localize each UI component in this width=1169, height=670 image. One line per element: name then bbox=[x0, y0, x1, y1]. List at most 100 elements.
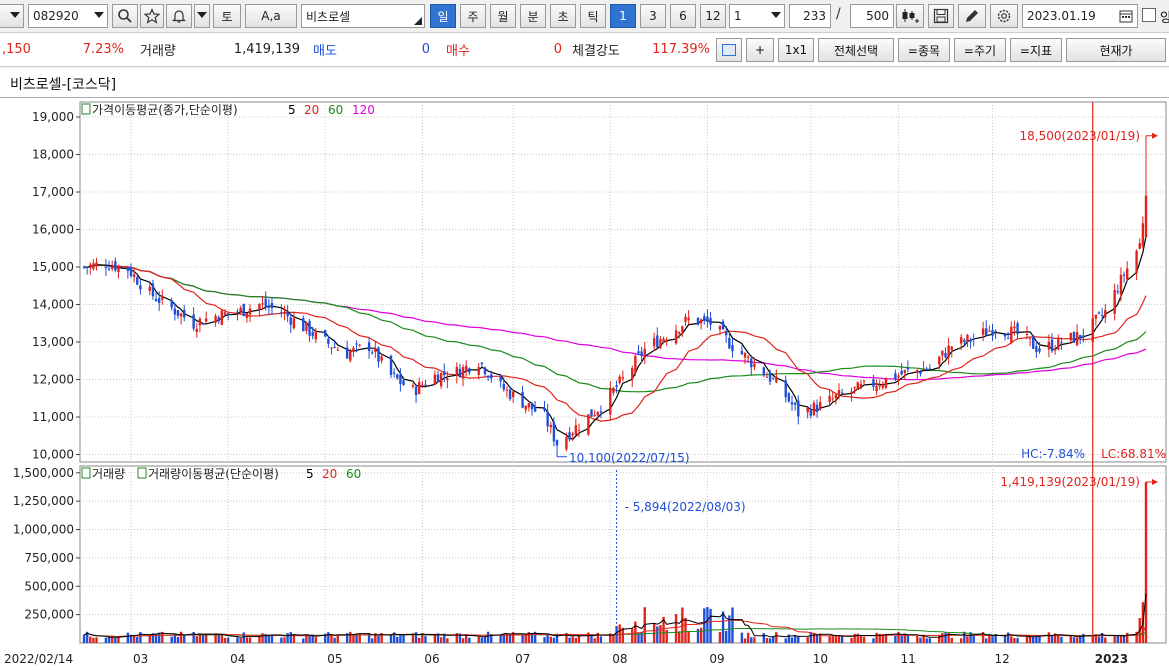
down-candle bbox=[1072, 332, 1076, 343]
volume-bar bbox=[549, 636, 552, 643]
down-candle bbox=[1100, 314, 1104, 316]
candles bbox=[82, 135, 1148, 452]
volume-bar bbox=[731, 607, 734, 643]
down-candle bbox=[925, 368, 928, 370]
drawing-tool-button[interactable] bbox=[958, 4, 986, 28]
up-candle bbox=[631, 368, 634, 380]
ma-period-label: 5 bbox=[288, 103, 296, 117]
up-candle bbox=[643, 348, 646, 358]
settings-button[interactable] bbox=[990, 4, 1018, 28]
up-candle bbox=[881, 384, 885, 388]
down-candle bbox=[483, 367, 487, 375]
volume-bar bbox=[599, 636, 603, 643]
up-candle bbox=[853, 386, 856, 388]
volume-bar bbox=[809, 632, 812, 643]
legend-box-icon bbox=[137, 467, 147, 479]
zoom-in-button[interactable]: + bbox=[746, 38, 774, 62]
alert-dropdown-button[interactable] bbox=[194, 4, 210, 28]
volume-bar bbox=[464, 634, 468, 643]
up-candle bbox=[609, 388, 612, 415]
stock-name-field[interactable]: 비츠로셀 bbox=[301, 4, 425, 28]
option-checkbox[interactable] bbox=[1142, 8, 1156, 22]
one-by-one-button[interactable]: 1x1 bbox=[778, 38, 814, 62]
volume-bar bbox=[928, 638, 932, 643]
down-candle bbox=[173, 308, 177, 315]
current-price-button[interactable]: 현재가 bbox=[1066, 38, 1166, 62]
search-button[interactable] bbox=[112, 4, 138, 28]
price-tick-label: 10,000 bbox=[32, 448, 74, 462]
date-input[interactable]: 2023.01.19 bbox=[1022, 4, 1138, 28]
period-tab-4[interactable]: 초 bbox=[550, 4, 576, 28]
up-candle bbox=[587, 414, 590, 435]
tb-button[interactable]: 토 bbox=[213, 4, 241, 28]
alert-button[interactable] bbox=[166, 4, 192, 28]
buy-value: 0 bbox=[553, 42, 562, 57]
hc-label: HC:-7.84% bbox=[1021, 447, 1085, 461]
chevron-down-icon bbox=[10, 12, 20, 18]
quote-info-bar: ,150 7.23% 거래량 1,419,139 매도 0 매수 0 체결강도 … bbox=[0, 33, 1169, 67]
vma5-line bbox=[83, 593, 1147, 638]
up-candle bbox=[305, 322, 308, 332]
number-tab-1[interactable]: 1 bbox=[610, 4, 636, 28]
up-candle bbox=[593, 415, 596, 417]
volume-bar bbox=[1144, 481, 1148, 643]
max-count-input[interactable]: 500 bbox=[850, 4, 894, 28]
volume-bar bbox=[988, 635, 991, 643]
up-candle bbox=[292, 318, 296, 329]
select-all-button[interactable]: 전체선택 bbox=[818, 38, 894, 62]
down-candle bbox=[424, 384, 427, 386]
menu-dropdown-button[interactable] bbox=[0, 4, 24, 28]
annotations: 18,500(2023/01/19) 10,100(2022/07/15) HC:-… bbox=[556, 102, 1166, 643]
period-tab-2[interactable]: 월 bbox=[490, 4, 516, 28]
volume-bar bbox=[938, 635, 941, 643]
up-candle bbox=[837, 390, 841, 396]
count-input[interactable]: 233 bbox=[789, 4, 831, 28]
number-tab-12[interactable]: 12 bbox=[700, 4, 726, 28]
up-candle bbox=[352, 347, 355, 352]
favorite-button[interactable] bbox=[140, 4, 164, 28]
period-tab-1[interactable]: 주 bbox=[460, 4, 486, 28]
volume-bar bbox=[884, 633, 888, 643]
period-tab-0[interactable]: 일 bbox=[430, 4, 456, 28]
volume-bar bbox=[345, 633, 349, 643]
volume-bar bbox=[280, 637, 283, 643]
down-candle bbox=[502, 383, 505, 390]
stock-code-input[interactable]: 082920 bbox=[28, 4, 108, 28]
period-button[interactable]: =주기 bbox=[954, 38, 1006, 62]
indicator-button[interactable]: =지표 bbox=[1010, 38, 1062, 62]
save-button[interactable] bbox=[928, 4, 954, 28]
volume-bar bbox=[411, 633, 415, 643]
volume-bar bbox=[906, 635, 910, 643]
up-candle bbox=[464, 365, 468, 371]
down-candle bbox=[192, 314, 195, 329]
volume-bar bbox=[609, 633, 612, 643]
up-candle bbox=[941, 350, 944, 356]
down-candle bbox=[709, 317, 712, 325]
stock-chart[interactable]: 19,000 18,000 17,000 16,000 15,000 14,000 13,0… bbox=[0, 98, 1169, 670]
period-tab-3[interactable]: 분 bbox=[520, 4, 546, 28]
volume-bar bbox=[355, 635, 358, 643]
number-tab-3[interactable]: 3 bbox=[640, 4, 666, 28]
down-candle bbox=[157, 298, 161, 303]
down-candle bbox=[436, 374, 440, 383]
item-button[interactable]: =종목 bbox=[898, 38, 950, 62]
volume-bar bbox=[1097, 636, 1101, 643]
volume-bar bbox=[283, 637, 286, 643]
down-candle bbox=[82, 266, 86, 268]
volume-bar bbox=[154, 633, 158, 643]
volume-bar bbox=[104, 637, 108, 643]
volume-bar bbox=[590, 635, 593, 643]
volume-bar bbox=[696, 628, 700, 643]
candle-type-button[interactable] bbox=[896, 4, 924, 28]
volume-bar bbox=[314, 637, 318, 643]
period-tab-5[interactable]: 틱 bbox=[580, 4, 606, 28]
down-candle bbox=[543, 408, 546, 411]
legend-box-icon bbox=[81, 467, 91, 479]
unit-select[interactable]: 1 bbox=[729, 4, 785, 28]
main-toolbar: 082920 토 A,a 비츠로셀 일 주 월 분 초 틱 1 3 6 12 1 233 / 5… bbox=[0, 0, 1169, 33]
volume-bar bbox=[856, 633, 859, 643]
number-tab-6[interactable]: 6 bbox=[670, 4, 696, 28]
volume-bar bbox=[374, 633, 377, 643]
square-button[interactable] bbox=[716, 38, 742, 62]
font-size-button[interactable]: A,a bbox=[245, 4, 297, 28]
